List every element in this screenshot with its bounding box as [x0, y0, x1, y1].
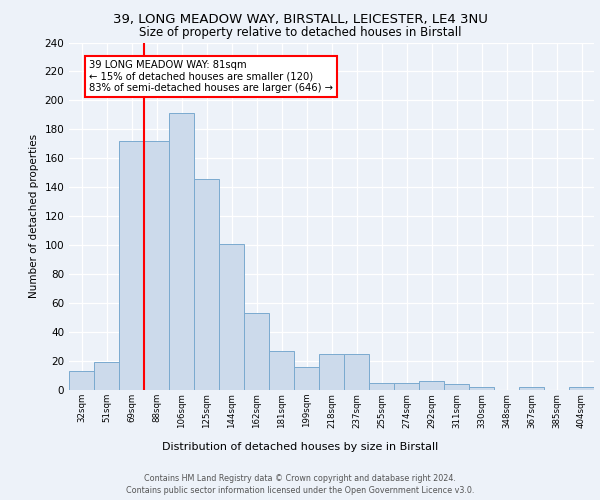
Bar — [319, 354, 344, 390]
Bar — [569, 387, 594, 390]
Bar — [194, 178, 219, 390]
Text: 39, LONG MEADOW WAY, BIRSTALL, LEICESTER, LE4 3NU: 39, LONG MEADOW WAY, BIRSTALL, LEICESTER… — [113, 12, 487, 26]
Text: 39 LONG MEADOW WAY: 81sqm
← 15% of detached houses are smaller (120)
83% of semi: 39 LONG MEADOW WAY: 81sqm ← 15% of detac… — [89, 60, 333, 93]
Bar — [119, 141, 144, 390]
Bar — [244, 314, 269, 390]
Bar — [144, 141, 169, 390]
Bar — [469, 387, 494, 390]
Bar — [419, 382, 444, 390]
Bar — [344, 354, 369, 390]
Bar — [294, 367, 319, 390]
Text: Distribution of detached houses by size in Birstall: Distribution of detached houses by size … — [162, 442, 438, 452]
Bar — [219, 244, 244, 390]
Bar — [369, 383, 394, 390]
Text: Contains public sector information licensed under the Open Government Licence v3: Contains public sector information licen… — [126, 486, 474, 495]
Bar — [519, 387, 544, 390]
Y-axis label: Number of detached properties: Number of detached properties — [29, 134, 39, 298]
Bar — [69, 371, 94, 390]
Bar — [169, 114, 194, 390]
Bar — [444, 384, 469, 390]
Text: Contains HM Land Registry data © Crown copyright and database right 2024.: Contains HM Land Registry data © Crown c… — [144, 474, 456, 483]
Bar — [394, 383, 419, 390]
Text: Size of property relative to detached houses in Birstall: Size of property relative to detached ho… — [139, 26, 461, 39]
Bar — [94, 362, 119, 390]
Bar — [269, 351, 294, 390]
